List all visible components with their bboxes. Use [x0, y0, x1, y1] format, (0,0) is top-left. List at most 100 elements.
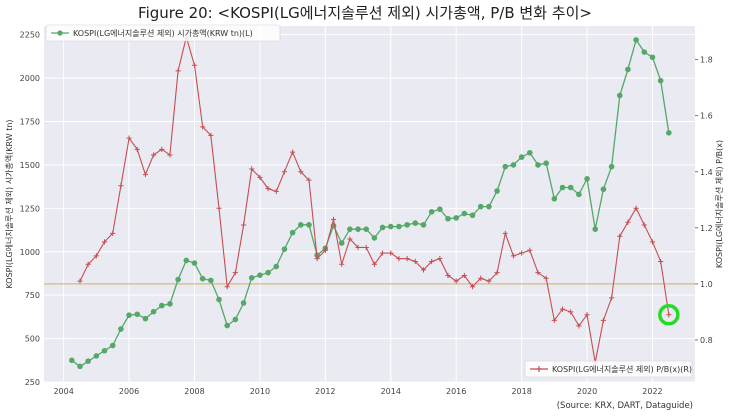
pb-point — [314, 256, 320, 262]
market-cap-point — [477, 203, 484, 210]
pb-point — [666, 312, 672, 318]
pb-point — [600, 317, 607, 323]
market-cap-point — [191, 260, 198, 266]
y-left-axis-title: KOSPI(LG에너지솔루션 제외) 시가총액(KRW tn) — [4, 119, 14, 288]
market-cap-point — [641, 49, 648, 55]
market-cap-point — [338, 240, 345, 246]
market-cap-point — [633, 37, 639, 43]
market-cap-point — [453, 215, 459, 221]
pb-point — [396, 256, 402, 262]
market-cap-point — [150, 308, 157, 315]
pb-point — [576, 323, 582, 329]
pb-point — [363, 244, 369, 251]
pb-point — [478, 275, 484, 281]
pb-point — [150, 152, 157, 158]
legend-label-pb: KOSPI(LG에너지솔루션 제외) P/B(x)(R) — [552, 364, 692, 374]
market-cap-point — [510, 162, 517, 168]
market-cap-point — [371, 235, 378, 241]
chart-title: Figure 20: <KOSPI(LG에너지솔루션 제외) 시가총액, P/B… — [138, 4, 592, 22]
pb-point — [85, 261, 91, 267]
pb-point — [273, 188, 279, 194]
x-tick-label: 2010 — [250, 387, 270, 396]
pb-point — [167, 152, 173, 158]
pb-point — [240, 222, 247, 228]
market-cap-point — [396, 223, 402, 230]
pb-point — [633, 205, 639, 211]
legend-pb: KOSPI(LG에너지솔루션 제외) P/B(x)(R) — [524, 360, 693, 378]
market-cap-point — [494, 188, 500, 194]
market-cap-point — [265, 269, 271, 276]
market-cap-point — [616, 92, 623, 99]
pb-point — [175, 68, 181, 74]
pb-point — [494, 270, 500, 276]
x-tick-label: 2020 — [577, 387, 597, 396]
pb-point — [388, 250, 394, 256]
y-right-tick-label: 0.8 — [700, 336, 713, 345]
market-cap-point — [347, 226, 353, 232]
market-cap-point — [281, 246, 288, 252]
x-tick-label: 2016 — [446, 387, 466, 396]
market-cap-point — [592, 226, 599, 232]
market-cap-point — [273, 263, 280, 270]
pb-point — [134, 146, 140, 152]
pb-point — [200, 124, 206, 130]
y-left-tick-label: 250 — [25, 378, 40, 387]
pb-point — [568, 309, 574, 315]
grid — [44, 26, 695, 383]
market-cap-point — [142, 315, 149, 322]
market-cap-point — [502, 163, 509, 170]
y-left-tick-label: 2250 — [20, 31, 40, 40]
pb-point — [126, 135, 132, 141]
pb-point — [584, 312, 590, 318]
market-cap-point — [445, 215, 451, 222]
market-cap-point — [543, 160, 549, 166]
pb-point — [608, 295, 615, 301]
pb-point — [551, 317, 557, 323]
pb-point — [77, 278, 83, 284]
market-cap-point — [248, 275, 255, 281]
pb-point — [110, 230, 116, 237]
pb-point — [306, 177, 312, 183]
y-left-tick-label: 1500 — [20, 161, 40, 170]
market-cap-point — [657, 77, 664, 84]
y-right-tick-label: 1.6 — [700, 112, 713, 121]
market-cap-point — [175, 276, 181, 283]
market-cap-point — [363, 226, 370, 232]
x-tick-label: 2008 — [184, 387, 204, 396]
legend-label-market-cap: KOSPI(LG에너지솔루션 제외) 시가총액(KRW tn)(L) — [73, 28, 253, 38]
market-cap-point — [461, 210, 468, 217]
x-tick-label: 2022 — [642, 387, 662, 396]
pb-point — [649, 239, 656, 245]
market-cap-point — [240, 300, 247, 306]
market-cap-point — [379, 224, 386, 231]
market-cap-point — [428, 209, 435, 215]
pb-point — [535, 270, 541, 276]
market-cap-point — [306, 222, 312, 228]
pb-point — [404, 256, 410, 262]
pb-point — [437, 256, 443, 262]
series-layer — [69, 34, 672, 370]
market-cap-point — [118, 326, 124, 332]
market-cap-point — [625, 66, 631, 73]
pb-point — [93, 253, 99, 259]
pb-point — [355, 244, 361, 251]
legend-market-cap: KOSPI(LG에너지솔루션 제외) 시가총액(KRW tn)(L) — [45, 24, 281, 42]
pb-point — [216, 205, 222, 211]
market-cap-point — [183, 257, 190, 264]
market-cap-point — [526, 149, 533, 156]
pb-point — [469, 284, 476, 290]
y-left-tick-label: 1000 — [20, 248, 40, 257]
pb-point — [412, 258, 418, 265]
pb-point — [322, 247, 328, 253]
market-cap-point — [412, 220, 419, 226]
y-right-tick-label: 1.2 — [700, 224, 713, 233]
market-cap-point — [469, 212, 476, 219]
pb-point — [290, 149, 296, 155]
pb-point — [142, 171, 149, 178]
market-cap-point — [535, 162, 541, 168]
pb-point — [510, 253, 517, 259]
pb-point — [527, 247, 533, 253]
pb-point — [257, 174, 263, 180]
market-cap-point — [420, 222, 427, 228]
